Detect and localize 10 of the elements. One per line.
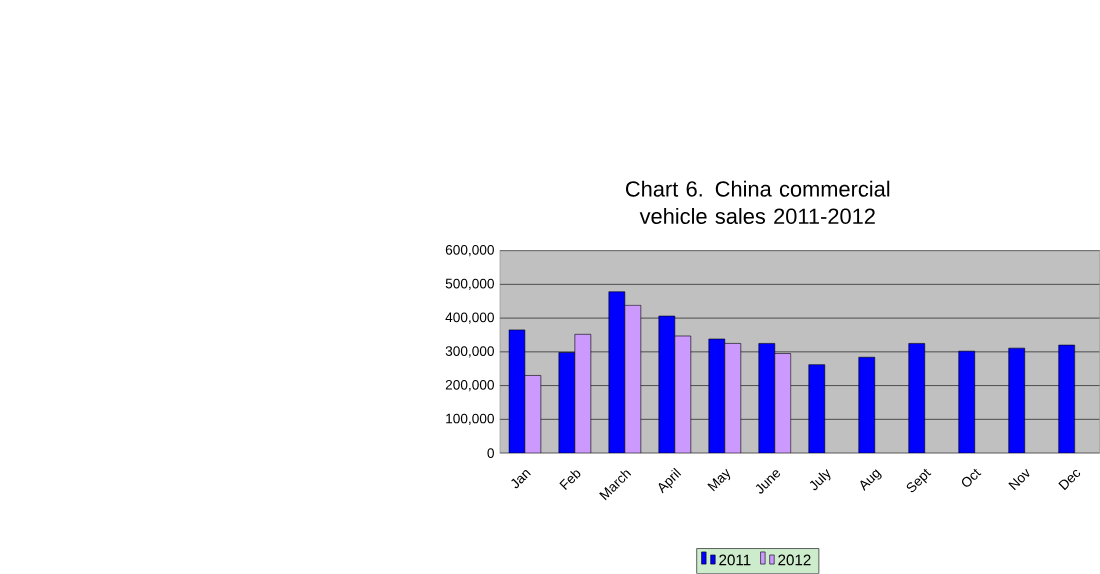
bar [958, 350, 976, 454]
bar [758, 343, 776, 454]
bar [908, 343, 926, 454]
bar [658, 315, 676, 454]
bar [808, 364, 826, 454]
bar [1008, 347, 1026, 454]
bar [1058, 344, 1076, 454]
bar [858, 357, 876, 454]
bar [708, 338, 726, 454]
chart-title: Chart 6. China commercial vehicle sales 2011-2012 [626, 180, 890, 225]
